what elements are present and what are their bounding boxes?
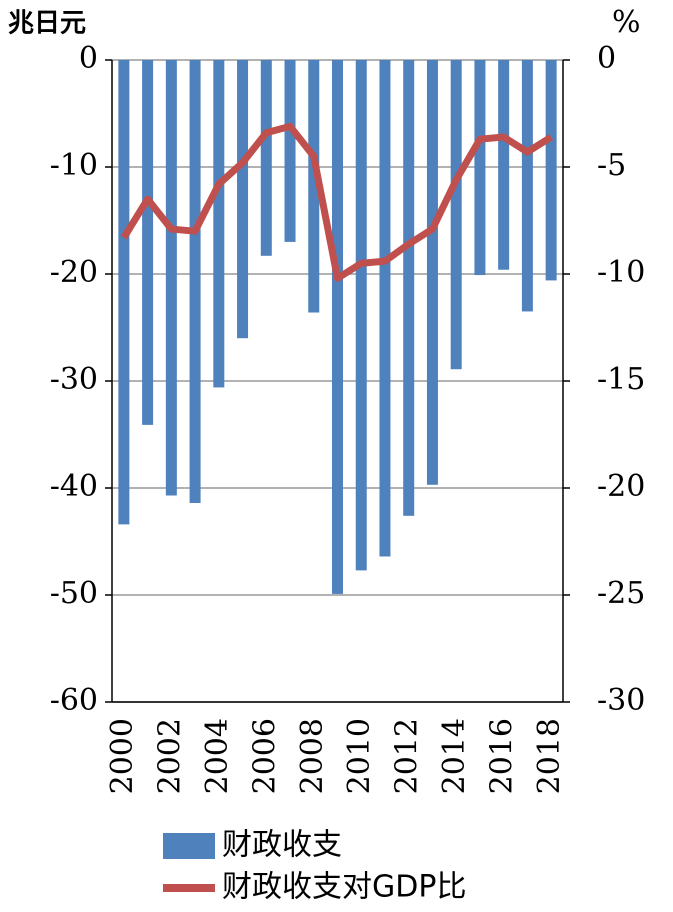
x-tick-label: 2000	[105, 718, 140, 794]
y2-tick-label: 0	[597, 41, 616, 76]
legend-swatch	[163, 833, 215, 859]
bar	[308, 60, 320, 313]
y2-axis-label: %	[612, 5, 641, 40]
y2-tick-label: -25	[597, 576, 645, 611]
x-tick-label: 2010	[342, 718, 377, 794]
y-tick-label: -10	[50, 148, 98, 183]
bar	[379, 60, 391, 557]
x-tick-label: 2008	[295, 718, 330, 794]
bar	[521, 60, 533, 312]
y2-tick-label: -5	[597, 148, 626, 183]
bar	[189, 60, 201, 503]
bar	[165, 60, 177, 496]
y-axis-label: 兆日元	[8, 9, 86, 39]
y-tick-label: -30	[50, 362, 98, 397]
x-tick-label: 2016	[485, 718, 520, 794]
bar	[498, 60, 510, 270]
bar	[142, 60, 154, 425]
x-tick-label: 2018	[532, 718, 567, 794]
y-tick-label: -20	[50, 255, 98, 290]
y2-tick-label: -30	[597, 683, 645, 718]
bar	[474, 60, 486, 276]
x-tick-label: 2004	[200, 718, 235, 794]
bar	[237, 60, 249, 339]
y-tick-label: -50	[50, 576, 98, 611]
legend-label: 财政收支	[222, 828, 342, 863]
bar	[403, 60, 415, 516]
y-tick-label: -60	[50, 683, 98, 718]
x-tick-label: 2006	[247, 718, 282, 794]
y2-tick-label: -15	[597, 362, 645, 397]
x-tick-label: 2002	[152, 718, 187, 794]
x-tick-label: 2012	[390, 718, 425, 794]
bar	[355, 60, 367, 571]
bar	[450, 60, 462, 370]
bar	[213, 60, 225, 388]
bar	[260, 60, 272, 256]
y-tick-label: 0	[79, 41, 98, 76]
x-tick-label: 2014	[437, 718, 472, 794]
line	[120, 122, 553, 282]
legend-label: 财政收支对GDP比	[222, 870, 466, 905]
bar	[332, 60, 343, 594]
bar	[426, 60, 438, 485]
bar	[284, 60, 296, 242]
bar	[118, 60, 130, 525]
y2-tick-label: -20	[597, 469, 645, 504]
bar	[545, 60, 557, 281]
y-tick-label: -40	[50, 469, 98, 504]
y2-tick-label: -10	[597, 255, 645, 290]
